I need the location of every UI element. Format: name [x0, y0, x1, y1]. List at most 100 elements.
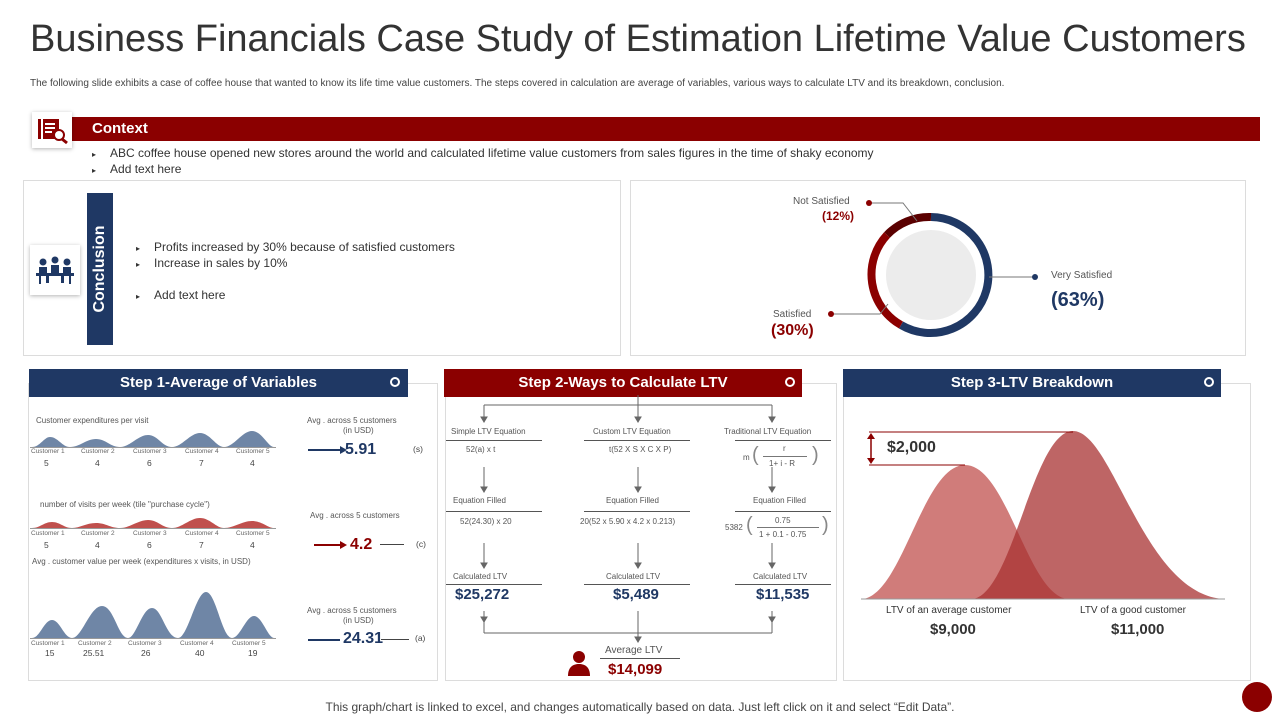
paren-right: )	[812, 444, 819, 466]
wave-area	[32, 518, 274, 528]
customer-label: Customer 4	[185, 530, 219, 537]
divider	[735, 511, 831, 512]
avg-tag: (s)	[413, 444, 423, 454]
bullet-arrow-icon: ▸	[136, 244, 141, 253]
donut-very-satisfied	[898, 213, 993, 337]
not-satisfied-value: (12%)	[822, 209, 855, 223]
customer-label: Customer 3	[133, 530, 167, 537]
context-bullet-text: ABC coffee house opened new stores aroun…	[110, 146, 874, 160]
customer-value: 19	[248, 648, 258, 658]
divider	[446, 440, 542, 441]
donut-not-satisfied	[884, 212, 932, 238]
filled-denominator: 1 + 0.1 - 0.75	[759, 530, 807, 539]
conclusion-bullet: ▸ Increase in sales by 10%	[136, 256, 287, 270]
row1-label: Customer expenditures per visit	[36, 416, 149, 425]
not-satisfied-label: Not Satisfied	[793, 196, 850, 207]
step1-title: Step 1-Average of Variables	[119, 374, 318, 391]
divider	[446, 511, 542, 512]
customer-value: 26	[141, 648, 151, 658]
ltv-method-name: Traditional LTV Equation	[724, 427, 812, 436]
filled-label: Equation Filled	[753, 496, 806, 505]
fraction-bar	[763, 456, 807, 457]
avg-arrow-head	[340, 446, 347, 454]
avg-unit: (in USD)	[343, 616, 374, 625]
customer-value: 6	[147, 458, 152, 468]
satisfaction-donut	[828, 200, 1038, 337]
avg-arrow-icon	[308, 449, 344, 451]
customer-label: Customer 3	[133, 448, 167, 455]
avg-label: Avg . across 5 customers	[307, 416, 397, 425]
leader-satisfied	[831, 303, 889, 315]
formula-denominator: 1+ i - R	[769, 459, 796, 468]
step3-dot-icon	[1204, 377, 1214, 387]
leader-dot	[1032, 274, 1038, 280]
divider	[584, 584, 690, 585]
divider	[446, 584, 542, 585]
donut-inner	[884, 228, 978, 322]
row2-label: number of visits per week (tile "purchas…	[40, 500, 210, 509]
customer-value: 7	[199, 540, 204, 550]
avg-value: 24.31	[343, 630, 384, 647]
very-satisfied-value: (63%)	[1051, 289, 1105, 311]
paren-left: (	[752, 444, 759, 466]
leader-dot	[866, 200, 872, 206]
formula-m: m	[743, 453, 750, 462]
customer-label: Customer 5	[236, 530, 270, 537]
step1-wave-chart-3	[30, 592, 276, 639]
customer-value: 40	[195, 648, 205, 658]
step1-wave-chart-2	[30, 518, 276, 529]
tag-arrow-icon	[380, 544, 404, 545]
context-bullet: ▸ Add text here	[92, 162, 181, 176]
customer-label: Customer 2	[81, 448, 115, 455]
customer-value: 4	[250, 458, 255, 468]
customer-label: Customer 4	[185, 448, 219, 455]
step2-flow-lines	[480, 395, 776, 643]
tag-arrow-icon	[381, 639, 409, 640]
satisfied-value: (30%)	[771, 322, 814, 339]
avg-label: Avg . across 5 customers	[310, 511, 400, 520]
customer-value: 7	[199, 458, 204, 468]
good-customer-value: $11,000	[1111, 621, 1165, 638]
context-bullet-text: Add text here	[110, 162, 182, 176]
step1-wave-chart-1	[30, 431, 276, 448]
average-ltv-value: $14,099	[608, 661, 663, 678]
divider	[584, 511, 690, 512]
satisfied-label: Satisfied	[773, 309, 812, 320]
fraction-bar	[757, 527, 819, 528]
conclusion-bullet: ▸ Profits increased by 30% because of sat…	[136, 240, 455, 254]
bullet-arrow-icon: ▸	[92, 150, 97, 159]
context-label: Context	[92, 120, 148, 137]
context-icon-box	[32, 112, 72, 148]
step1-header: Step 1-Average of Variables	[29, 369, 408, 397]
ltv-breakdown-chart	[861, 431, 1225, 600]
conclusion-icon-box	[30, 245, 80, 295]
difference-value-box	[880, 434, 970, 464]
good-customer-label: LTV of a good customer	[1080, 605, 1186, 616]
leader-dot	[828, 311, 834, 317]
ltv-formula: t(52 X S X C X P)	[609, 445, 672, 454]
calc-value: $5,489	[613, 586, 659, 603]
ltv-formula: 52(a) x t	[466, 445, 496, 454]
bullet-arrow-icon: ▸	[92, 166, 97, 175]
donut-satisfied	[867, 232, 904, 329]
conclusion-bullet-text: Profits increased by 30% because of sati…	[154, 240, 455, 254]
ltv-method-name: Simple LTV Equation	[451, 427, 526, 436]
step2-title: Step 2-Ways to Calculate LTV	[518, 374, 728, 391]
filled-label: Equation Filled	[453, 496, 506, 505]
customer-value: 5	[44, 540, 49, 550]
footer-note: This graph/chart is linked to excel, and…	[325, 700, 955, 714]
page-subtitle: The following slide exhibits a case of c…	[30, 78, 1005, 89]
row3-label: Avg . customer value per week (expenditu…	[32, 557, 251, 566]
very-satisfied-label: Very Satisfied	[1051, 270, 1113, 281]
step2-dot-icon	[785, 377, 795, 387]
wave-area	[32, 431, 274, 447]
avg-tag: (c)	[416, 539, 426, 549]
customer-value: 25.51	[83, 648, 105, 658]
conclusion-bullet: ▸ Add text here	[136, 288, 225, 302]
step3-title: Step 3-LTV Breakdown	[950, 374, 1114, 391]
filled-m: 5382	[725, 523, 743, 532]
difference-arrow-head-bottom	[867, 458, 875, 464]
customer-label: Customer 2	[78, 640, 112, 647]
formula-numerator: r	[783, 444, 786, 453]
avg-tag: (a)	[415, 633, 426, 643]
